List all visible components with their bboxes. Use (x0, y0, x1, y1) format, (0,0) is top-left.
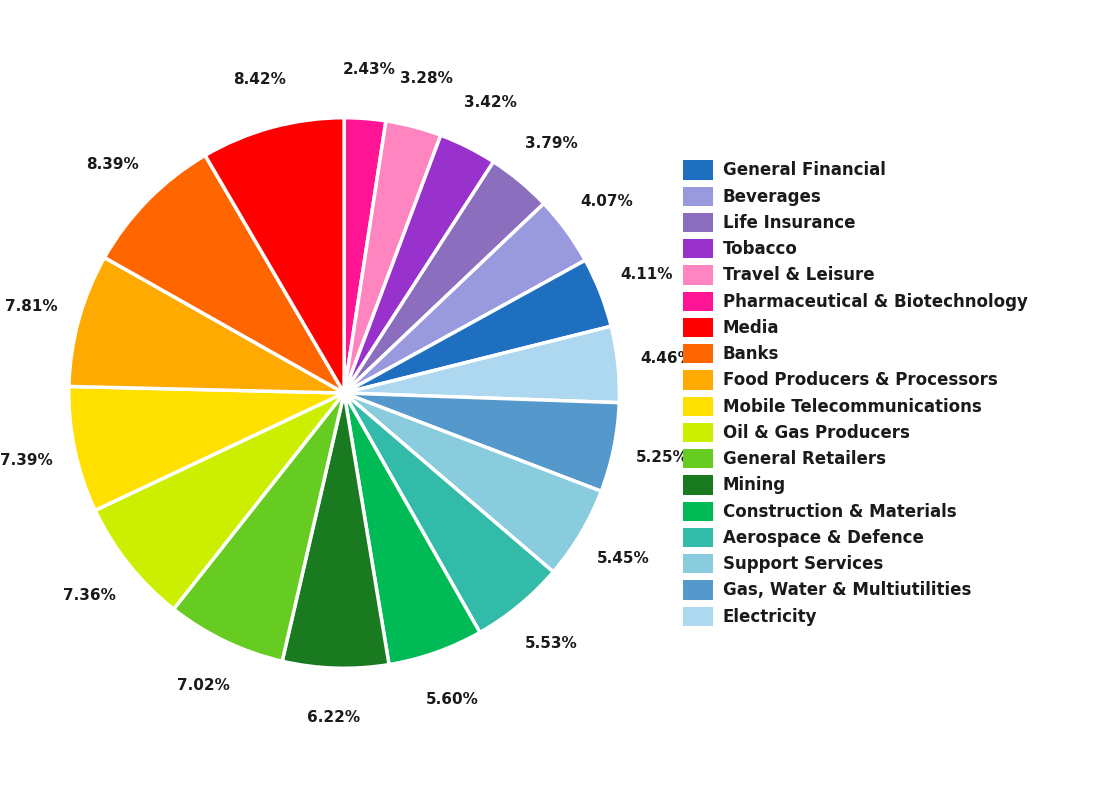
Text: 2.43%: 2.43% (343, 61, 395, 76)
Text: 3.79%: 3.79% (525, 135, 578, 151)
Text: 3.28%: 3.28% (400, 72, 453, 86)
Wedge shape (69, 258, 344, 393)
Wedge shape (282, 393, 388, 668)
Wedge shape (205, 118, 344, 393)
Text: 4.46%: 4.46% (640, 351, 694, 366)
Wedge shape (69, 387, 344, 510)
Text: 3.42%: 3.42% (464, 95, 516, 110)
Wedge shape (344, 393, 602, 572)
Text: 5.60%: 5.60% (426, 692, 478, 707)
Wedge shape (104, 156, 344, 393)
Text: 7.39%: 7.39% (0, 453, 52, 468)
Wedge shape (344, 204, 585, 393)
Text: 4.11%: 4.11% (620, 266, 673, 281)
Wedge shape (344, 260, 612, 393)
Wedge shape (344, 393, 553, 633)
Text: 8.42%: 8.42% (233, 72, 285, 87)
Wedge shape (344, 326, 619, 402)
Text: 5.45%: 5.45% (597, 552, 649, 567)
Text: 7.81%: 7.81% (4, 299, 58, 314)
Text: 7.02%: 7.02% (178, 678, 230, 693)
Text: 6.22%: 6.22% (307, 711, 361, 725)
Text: 5.25%: 5.25% (636, 450, 689, 465)
Wedge shape (344, 393, 619, 491)
Wedge shape (344, 135, 494, 393)
Legend: General Financial, Beverages, Life Insurance, Tobacco, Travel & Leisure, Pharmac: General Financial, Beverages, Life Insur… (676, 153, 1035, 633)
Wedge shape (344, 393, 480, 665)
Text: 5.53%: 5.53% (524, 636, 577, 651)
Text: 4.07%: 4.07% (581, 194, 633, 209)
Wedge shape (344, 118, 386, 393)
Wedge shape (173, 393, 344, 661)
Text: 8.39%: 8.39% (87, 157, 139, 172)
Wedge shape (344, 121, 441, 393)
Text: 7.36%: 7.36% (63, 588, 117, 603)
Wedge shape (344, 162, 544, 393)
Wedge shape (95, 393, 344, 609)
